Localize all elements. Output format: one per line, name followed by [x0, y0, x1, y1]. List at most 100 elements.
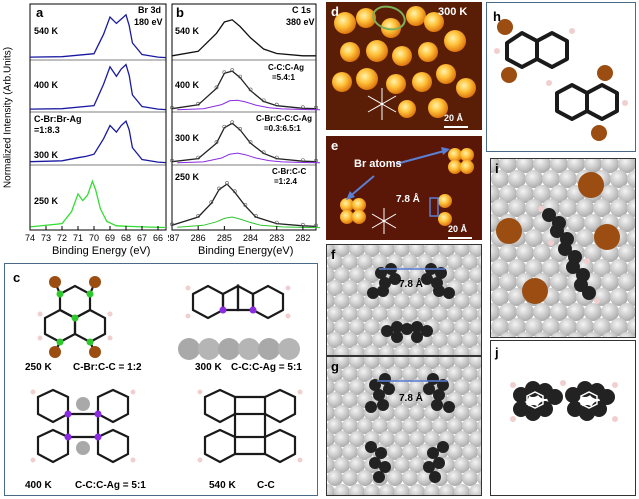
- metal-atom: [491, 214, 500, 233]
- panel-b-xlabel: Binding Energy(eV): [198, 245, 294, 257]
- metal-atom: [516, 184, 534, 203]
- panel-b-ann400-2: =5.4:1: [272, 73, 295, 82]
- metal-atom: [618, 184, 635, 203]
- panel-a-temp-400: 400 K: [34, 80, 59, 90]
- metal-atom: [477, 392, 481, 409]
- chart-b-point: [238, 74, 242, 79]
- chart-a-tick-label: 66: [153, 233, 163, 243]
- metal-atom: [334, 431, 350, 448]
- panel-a-subtitle: 180 eV: [134, 17, 163, 27]
- metal-atom: [372, 332, 388, 349]
- metal-atom: [469, 345, 481, 355]
- metal-atom: [469, 483, 481, 495]
- metal-atom: [462, 254, 478, 271]
- chart-b-point: [230, 68, 235, 73]
- metal-atom: [618, 302, 635, 321]
- metal-atom: [402, 392, 418, 409]
- metal-atom: [327, 245, 335, 257]
- panel-b-ann250-1: C-Br:C-C: [272, 167, 307, 176]
- panel-j-label: j: [495, 345, 499, 360]
- metal-atom: [357, 470, 373, 487]
- metal-atom: [357, 306, 373, 323]
- metal-atom: [477, 306, 481, 323]
- chart-b-point: [253, 214, 258, 218]
- metal-atom: [469, 405, 481, 422]
- metal-atom: [635, 244, 636, 262]
- metal-atom: [387, 418, 403, 435]
- metal-atom: [409, 379, 425, 396]
- metal-atom: [533, 159, 551, 173]
- metal-atom: [342, 470, 358, 487]
- metal-atom: [394, 431, 410, 448]
- metal-atom: [477, 366, 481, 383]
- panel-b-title: C 1s: [292, 5, 312, 15]
- metal-atom: [559, 288, 577, 307]
- metal-atom: [394, 293, 410, 310]
- chart-b-frame: [171, 3, 317, 231]
- panel-e-br-label: Br atoms: [354, 158, 402, 170]
- metal-atom: [635, 303, 636, 321]
- metal-atom: [567, 159, 585, 173]
- chart-b-point: [248, 140, 253, 145]
- metal-atom: [402, 306, 418, 323]
- metal-atom: [469, 319, 481, 336]
- model-250k: [37, 276, 113, 358]
- metal-atom: [491, 317, 509, 336]
- chart-a-tick-label: 74: [25, 233, 35, 243]
- metal-atom: [462, 418, 478, 435]
- metal-atom: [387, 392, 403, 409]
- metal-atom: [550, 302, 568, 321]
- metal-atom: [439, 245, 455, 257]
- chart-b-point: [248, 87, 253, 92]
- panel-b-label: b: [176, 5, 184, 20]
- chart-b-point: [232, 189, 237, 194]
- metal-atom: [424, 357, 440, 369]
- metal-atom: [372, 306, 388, 323]
- metal-atom: [447, 470, 463, 487]
- metal-atom: [550, 184, 568, 203]
- metal-atom: [394, 405, 410, 422]
- chart-b-tick-label: 283: [269, 233, 284, 243]
- model-540k-temp: 540 K: [209, 480, 236, 491]
- chart-b-point: [261, 150, 266, 155]
- metal-atom: [491, 243, 500, 262]
- metal-atom: [635, 214, 636, 232]
- panel-g-distance: 7.8 Å: [399, 393, 423, 404]
- metal-atom: [327, 306, 343, 323]
- metal-atom: [327, 332, 343, 349]
- panel-b-temp-540: 540 K: [175, 26, 200, 36]
- chart-b-tick-label: 286: [191, 233, 206, 243]
- metal-atom: [601, 332, 619, 337]
- chart-b-point: [196, 214, 201, 218]
- metal-atom: [469, 431, 481, 448]
- metal-atom: [334, 267, 350, 284]
- metal-atom: [477, 254, 481, 271]
- chart-a-tick-label: 72: [57, 233, 67, 243]
- panel-d-scale: 20 Å: [444, 113, 464, 123]
- metal-atom: [469, 357, 481, 369]
- metal-atom: [357, 366, 373, 383]
- metal-atom: [372, 254, 388, 271]
- metal-atom: [627, 228, 635, 247]
- panel-b-temp-250: 250 K: [175, 172, 200, 182]
- metal-atom: [402, 470, 418, 487]
- panel-h-model: h: [486, 2, 636, 152]
- model-250k-temp: 250 K: [25, 362, 52, 373]
- metal-atom: [349, 357, 365, 369]
- metal-atom: [610, 288, 628, 307]
- chart-b-tick-label: 287: [168, 233, 180, 243]
- metal-atom: [550, 273, 568, 292]
- chart-b-point: [170, 222, 174, 227]
- metal-atom: [327, 280, 343, 297]
- metal-atom: [567, 214, 585, 233]
- metal-atom: [610, 258, 628, 277]
- panel-g-label: g: [331, 359, 339, 374]
- metal-atom: [387, 306, 403, 323]
- metal-atom: [618, 332, 635, 337]
- metal-atom: [454, 245, 470, 257]
- metal-atom: [334, 245, 350, 257]
- metal-atom: [618, 243, 635, 262]
- chart-b-point: [209, 200, 214, 205]
- metal-atom: [454, 293, 470, 310]
- panel-j-dft: j: [490, 340, 636, 496]
